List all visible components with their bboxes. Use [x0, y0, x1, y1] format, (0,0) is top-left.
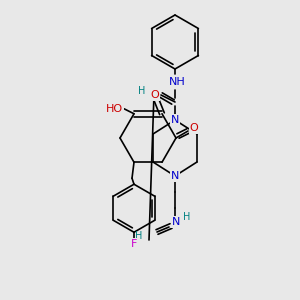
Text: N: N: [172, 217, 180, 227]
Text: HO: HO: [105, 104, 123, 114]
Text: N: N: [171, 171, 179, 181]
Text: O: O: [151, 90, 159, 100]
Text: N: N: [171, 115, 179, 125]
Text: H: H: [138, 86, 146, 96]
Text: H: H: [135, 231, 143, 241]
Text: H: H: [183, 212, 191, 222]
Text: O: O: [190, 123, 198, 133]
Text: F: F: [131, 239, 137, 249]
Text: NH: NH: [169, 77, 185, 87]
